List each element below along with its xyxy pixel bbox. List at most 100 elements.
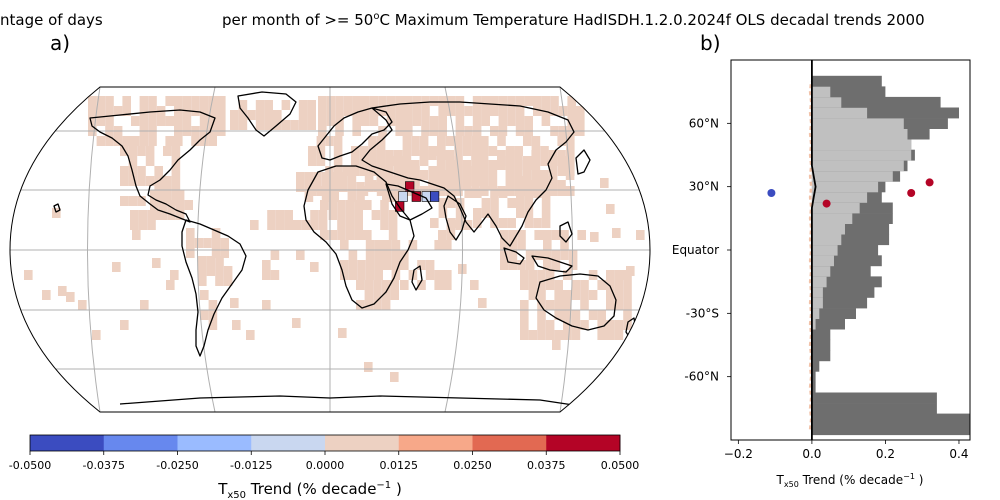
map-cell-174	[412, 96, 422, 106]
map-cell-734	[310, 262, 319, 272]
map-cell-707	[267, 220, 276, 230]
map-cell-583	[543, 230, 552, 240]
map-cell-621	[554, 310, 563, 320]
map-cell-746	[636, 230, 645, 240]
zonal-bar-dark-11	[811, 308, 856, 319]
map-cell-513	[345, 230, 355, 240]
map-cell-132	[200, 290, 209, 300]
map-cell-419	[514, 180, 523, 190]
map-cell-16	[122, 96, 131, 106]
map-cell-206	[498, 96, 508, 106]
map-cell-651	[614, 270, 624, 280]
map-cell-690	[273, 110, 282, 120]
map-cell-232	[567, 116, 576, 126]
map-cell-636	[580, 300, 589, 310]
map-cell-379	[411, 160, 420, 170]
map-cell-737	[390, 372, 399, 382]
map-cell-599	[520, 310, 529, 320]
map-cell-727	[166, 280, 175, 290]
map-cell-238	[308, 156, 317, 166]
map-cell-115	[194, 238, 204, 248]
map-cell-479	[313, 182, 322, 192]
map-cell-728	[120, 320, 129, 330]
zonal-bar-dark-32	[811, 86, 886, 98]
map-cell-597	[520, 280, 529, 290]
map-cell-5	[96, 106, 106, 116]
zonal-bar-light-32	[811, 86, 831, 98]
map-cell-530	[348, 250, 358, 260]
map-cell-178	[421, 106, 430, 116]
map-cell-639	[588, 290, 598, 300]
map-cell-517	[354, 230, 363, 240]
map-cell-551	[356, 300, 365, 310]
map-cell-650	[606, 330, 615, 340]
map-cell-156	[361, 116, 370, 126]
map-cell-739	[470, 280, 479, 290]
zonal-bar-dark-33	[811, 75, 882, 87]
map-cell-116	[203, 238, 212, 248]
zonal-bar-dark-14	[811, 276, 882, 288]
map-cell-105	[130, 210, 139, 220]
map-cell-202	[481, 116, 490, 126]
map-cell-495	[373, 182, 382, 192]
map-cell-405	[479, 170, 489, 180]
map-cell-564	[446, 220, 456, 230]
title-right: per month of >= 50oC Maximum Temperature…	[222, 11, 925, 29]
map-cell-494	[364, 182, 374, 192]
map-cell-463	[524, 188, 534, 198]
map-cell-537	[365, 260, 375, 270]
map-cell-505	[328, 230, 338, 240]
map-cell-107	[138, 210, 148, 220]
zonal-bar-dark-3	[811, 392, 937, 404]
map-cell-151	[352, 106, 361, 116]
map-cell-612	[537, 330, 546, 340]
map-cell-320	[480, 186, 489, 196]
map-cell-160	[378, 96, 387, 106]
map-cell-106	[130, 220, 139, 230]
map-cell-616	[545, 320, 555, 330]
map-cell-389	[436, 180, 446, 190]
map-cell-569	[500, 240, 509, 250]
map-cell-642	[597, 310, 606, 320]
map-cell-304	[454, 146, 463, 156]
map-cell-609	[537, 300, 546, 310]
map-cell-135	[208, 310, 218, 320]
map-cell-582	[534, 250, 543, 260]
map-cell-711	[284, 220, 293, 230]
zonal-xtick-label-1: 0.0	[802, 447, 821, 461]
map-cell-632	[571, 320, 581, 330]
map-cell-434	[565, 160, 575, 170]
map-cell-591	[560, 240, 569, 250]
map-cell-357	[566, 136, 575, 146]
map-cell-321	[488, 146, 498, 156]
map-cell-400	[471, 160, 480, 170]
map-cell-429	[548, 170, 558, 180]
zonal-bar-light-22	[811, 191, 868, 203]
map-cell-200	[481, 96, 490, 106]
map-cell-574	[508, 250, 518, 260]
panel-b-label: b)	[700, 31, 721, 55]
zonal-bar-dark-19	[811, 223, 890, 235]
zonal-ytick-label-1: 30°N	[689, 180, 719, 194]
colorbar-tick-label-3: -0.0125	[230, 459, 272, 472]
map-cell-381	[411, 180, 420, 190]
map-cell-522	[380, 210, 389, 220]
map-cell-15	[113, 136, 123, 146]
map-cell-64	[120, 166, 129, 176]
zonal-xtick-label-0: −0.2	[724, 447, 753, 461]
map-cell-119	[211, 248, 221, 258]
map-cell-60	[217, 106, 226, 116]
map-cell-391	[445, 170, 454, 180]
colorbar-ticks: -0.0500 -0.0375 -0.0250 -0.0125 0.0000 0.0125…	[9, 451, 639, 472]
colorbar-tick-label-4: 0.0000	[306, 459, 345, 472]
map-cell-78	[145, 176, 155, 186]
map-cell-741	[606, 204, 615, 214]
map-cell-404	[479, 160, 489, 170]
map-cell-237	[308, 146, 317, 156]
map-cell-41	[182, 96, 192, 106]
map-cell-531	[348, 260, 358, 270]
map-cell-192	[455, 116, 465, 126]
map-cell-318	[480, 136, 489, 146]
zonal-bar-dark-2	[811, 403, 937, 414]
map-cell-179	[421, 116, 430, 126]
